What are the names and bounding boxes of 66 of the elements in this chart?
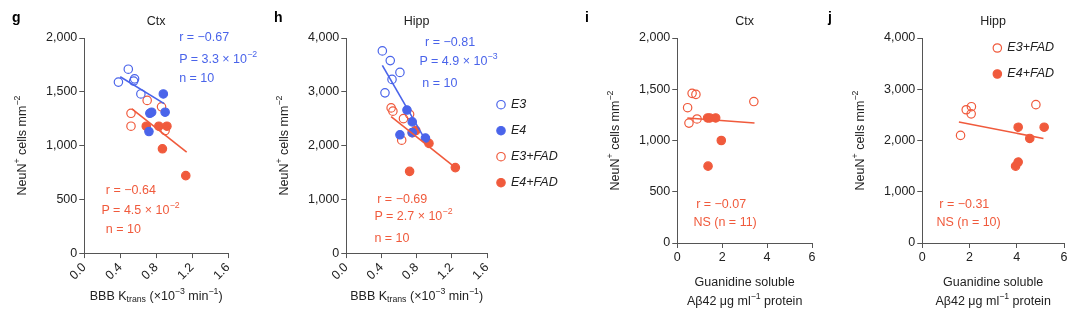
- x-tick-label: 2: [718, 249, 726, 264]
- y-tick-label: 2,000: [639, 30, 671, 45]
- legend-label: E4+FAD: [511, 175, 558, 190]
- y-tick-label: 4,000: [884, 30, 916, 45]
- y-tick-label: 500: [56, 191, 78, 206]
- text: j: [827, 8, 832, 25]
- y-tick-label: 0: [663, 235, 671, 250]
- x-tick-label: 0.4: [102, 260, 125, 283]
- y-tick-label: 3,000: [308, 84, 340, 99]
- x-tick-label: 0.0: [328, 260, 351, 283]
- x-tick-label: 0.0: [66, 260, 89, 283]
- annotation: r = −0.07: [696, 196, 747, 211]
- x-tick-label: 2: [966, 249, 974, 264]
- y-axis-title: NeuN+ cells mm−2: [273, 95, 291, 196]
- annotation: n = 10: [374, 230, 410, 245]
- y-tick-label: 500: [649, 184, 671, 199]
- y-tick-label: 1,000: [308, 191, 340, 206]
- annotation: r = −0.69: [377, 191, 428, 206]
- annotation: r = −0.67: [179, 30, 230, 45]
- y-axis-title: NeuN+ cells mm−2: [11, 95, 29, 196]
- x-tick-label: 0.8: [399, 260, 422, 283]
- y-tick-label: 1,500: [46, 84, 78, 99]
- x-tick-label: 0: [918, 249, 926, 264]
- annotation: NS (n = 10): [936, 214, 1001, 229]
- y-tick-label: 4,000: [308, 30, 340, 45]
- x-tick-label: 0: [673, 249, 681, 264]
- legend-label: E3+FAD: [1007, 40, 1055, 55]
- text: i: [585, 8, 589, 25]
- x-tick-label: 1.6: [210, 260, 233, 283]
- annotation: NS (n = 11): [693, 214, 757, 229]
- y-axis-title: NeuN+ cells mm−2: [604, 90, 622, 191]
- y-tick-label: 3,000: [884, 81, 916, 96]
- annotation: r = −0.31: [939, 196, 990, 211]
- legend-label: E3: [511, 97, 527, 112]
- legend-label: E4+FAD: [1007, 66, 1055, 81]
- x-tick-label: 0.8: [138, 260, 161, 283]
- y-tick-label: 2,000: [884, 132, 916, 147]
- text: g: [12, 8, 21, 25]
- text: h: [274, 8, 283, 25]
- annotation: r = −0.81: [425, 34, 476, 49]
- y-tick-label: 1,000: [639, 132, 671, 147]
- legend-label: E3+FAD: [511, 149, 558, 164]
- legend-label: E4: [511, 123, 527, 138]
- y-tick-label: 1,000: [46, 138, 78, 153]
- y-tick-label: 1,000: [884, 184, 916, 199]
- chart-title: Hipp: [980, 14, 1007, 29]
- y-axis-title: NeuN+ cells mm−2: [849, 90, 867, 191]
- x-tick-label: 6: [1060, 249, 1068, 264]
- y-tick-label: 1,500: [639, 81, 671, 96]
- annotation: n = 10: [422, 75, 458, 90]
- x-tick-label: 1.2: [174, 260, 197, 283]
- chart-title: Hipp: [403, 14, 430, 29]
- x-tick-label: 6: [808, 249, 816, 264]
- y-tick-label: 2,000: [46, 30, 78, 45]
- annotation: n = 10: [179, 71, 215, 86]
- chart-title: Ctx: [735, 14, 755, 29]
- chart-title: Ctx: [146, 14, 167, 29]
- x-tick-label: 0.4: [363, 260, 387, 283]
- annotation: n = 10: [105, 221, 141, 236]
- annotation: r = −0.64: [105, 183, 156, 198]
- x-tick-label: 1.6: [469, 260, 492, 283]
- x-tick-label: 4: [1013, 249, 1021, 264]
- x-tick-label: 4: [763, 249, 771, 264]
- y-tick-label: 2,000: [308, 138, 340, 153]
- y-tick-label: 0: [908, 235, 916, 250]
- x-tick-label: 1.2: [434, 260, 457, 283]
